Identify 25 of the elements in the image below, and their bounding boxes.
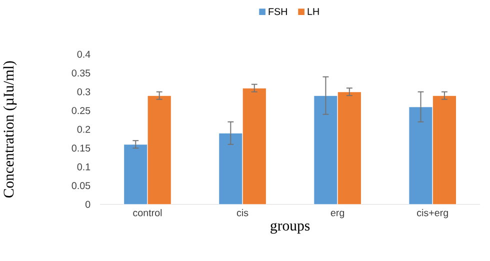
y-tick-label: 0.15: [72, 144, 90, 152]
x-tick-label: control: [133, 209, 162, 216]
x-tick-label: cis+erg: [417, 209, 448, 218]
bar: [147, 95, 172, 205]
bar: [337, 92, 362, 205]
y-tick-label: 0.2: [77, 126, 90, 133]
y-tick-label: 0.35: [72, 70, 90, 77]
x-tick-label: erg: [330, 211, 344, 218]
bar: [408, 106, 433, 205]
bar: [242, 88, 267, 205]
legend-label: LH: [308, 8, 319, 16]
bar: [124, 144, 148, 205]
x-axis-title: groups: [270, 223, 310, 234]
legend-label: FSH: [268, 8, 287, 16]
y-tick-label: 0.1: [77, 164, 90, 171]
y-tick-label: 0.3: [77, 88, 90, 96]
y-tick-label: 0.05: [72, 182, 90, 190]
y-tick-label: 0: [85, 201, 90, 208]
bar: [218, 132, 243, 205]
bar: [314, 95, 338, 205]
y-tick-label: 0.4: [77, 50, 90, 58]
y-axis-title: Concentration (µIu/ml): [3, 61, 17, 198]
x-tick-label: cis: [236, 209, 248, 216]
bar: [432, 95, 457, 205]
y-tick-label: 0.25: [72, 107, 90, 114]
